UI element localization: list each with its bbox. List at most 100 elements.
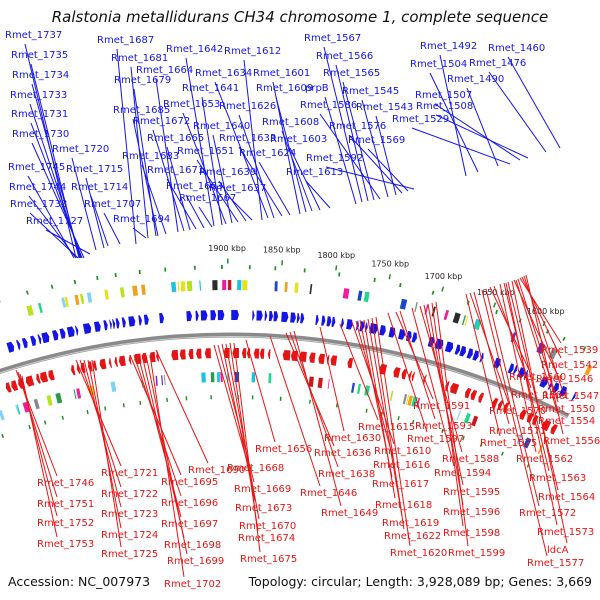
reverse-gene-label[interactable]: Rmet_1670 [239,521,296,532]
forward-gene-label[interactable]: Rmet_1641 [182,83,239,94]
forward-gene-label[interactable]: Rmet_1566 [316,51,373,62]
reverse-gene-label[interactable]: Rmet_1698 [164,540,221,551]
reverse-gene-label[interactable]: Rmet_1573 [537,527,594,538]
forward-gene-label[interactable]: Rmet_1667 [179,193,236,204]
reverse-gene-label[interactable]: Rmet_1649 [321,508,378,519]
forward-gene-label[interactable]: Rmet_1671 [147,165,204,176]
reverse-gene-label[interactable]: Rmet_1675 [240,554,297,565]
reverse-gene-label[interactable]: Rmet_1556 [543,436,600,447]
reverse-gene-label[interactable]: Rmet_1570 [489,406,546,417]
reverse-gene-label[interactable]: Rmet_1723 [101,509,158,520]
reverse-gene-label[interactable]: Rmet_1564 [538,492,595,503]
reverse-gene-label[interactable]: Rmet_1560 [509,372,566,383]
reverse-gene-label[interactable]: Rmet_1539 [541,345,598,356]
reverse-gene-label[interactable]: Rmet_1669 [234,484,291,495]
forward-gene-label[interactable]: Rmet_1715 [66,164,123,175]
reverse-gene-label[interactable]: Rmet_1751 [37,499,94,510]
reverse-gene-label[interactable]: Rmet_1594 [434,468,491,479]
forward-gene-label[interactable]: Rmet_1640 [193,121,250,132]
reverse-gene-label[interactable]: Rmet_1636 [314,448,371,459]
reverse-gene-label[interactable]: Rmet_1722 [101,489,158,500]
reverse-gene-label[interactable]: Rmet_1546 [536,374,593,385]
reverse-gene-label[interactable]: Rmet_1554 [538,416,595,427]
reverse-gene-label[interactable]: Rmet_1597 [407,434,464,445]
forward-gene-label[interactable]: Rmet_1744 [9,182,66,193]
forward-gene-label[interactable]: Rmet_1633 [219,133,276,144]
forward-gene-label[interactable]: Rmet_1714 [71,182,128,193]
forward-gene-label[interactable]: Rmet_1672 [133,116,190,127]
reverse-gene-label[interactable]: Rmet_1547 [542,391,599,402]
reverse-gene-label[interactable]: Rmet_1619 [382,518,439,529]
forward-gene-label[interactable]: Rmet_1687 [97,35,154,46]
forward-gene-label[interactable]: Rmet_1727 [26,216,83,227]
forward-gene-label[interactable]: Rmet_1738 [10,199,67,210]
forward-gene-label[interactable]: Rmet_1609 [256,83,313,94]
reverse-gene-label[interactable]: Rmet_1690 [188,465,245,476]
forward-gene-label[interactable]: Rmet_1745 [8,162,65,173]
forward-gene-label[interactable]: Rmet_1460 [488,43,545,54]
reverse-gene-label[interactable]: Rmet_1674 [238,533,295,544]
reverse-gene-label[interactable]: Rmet_1593 [415,421,472,432]
forward-gene-label[interactable]: Rmet_1681 [111,53,168,64]
reverse-gene-label[interactable]: Rmet_1542 [541,360,598,371]
forward-gene-label[interactable]: Rmet_1665 [147,133,204,144]
reverse-gene-label[interactable]: Rmet_1673 [235,503,292,514]
forward-gene-label[interactable]: Rmet_1507 [415,90,472,101]
forward-gene-label[interactable]: Rmet_1612 [224,46,281,57]
forward-gene-label[interactable]: Rmet_1639 [199,167,256,178]
reverse-gene-label[interactable]: Rmet_1616 [373,460,430,471]
forward-gene-label[interactable]: Rmet_1685 [113,105,170,116]
forward-gene-label[interactable]: Rmet_1624 [239,148,296,159]
reverse-gene-label[interactable]: Rmet_1646 [300,488,357,499]
forward-gene-label[interactable]: Rmet_1565 [323,68,380,79]
forward-gene-label[interactable]: Rmet_1637 [209,183,266,194]
forward-gene-label[interactable]: Rmet_1567 [304,33,361,44]
reverse-gene-label[interactable]: Rmet_1562 [516,454,573,465]
forward-gene-label[interactable]: Rmet_1626 [219,101,276,112]
forward-gene-label[interactable]: Rmet_1663 [166,181,223,192]
reverse-gene-label[interactable]: Rmet_1596 [443,507,500,518]
reverse-gene-label[interactable]: Rmet_1724 [101,530,158,541]
forward-gene-label[interactable]: Rmet_1603 [270,134,327,145]
reverse-gene-label[interactable]: Rmet_1577 [527,558,584,569]
forward-gene-label[interactable]: Rmet_1642 [166,44,223,55]
reverse-gene-label[interactable]: Rmet_1721 [101,468,158,479]
forward-gene-label[interactable]: Rmet_1694 [113,214,170,225]
forward-gene-label[interactable]: Rmet_1569 [348,135,405,146]
reverse-gene-label[interactable]: Rmet_1575 [480,438,537,449]
forward-gene-label[interactable]: Rmet_1720 [52,144,109,155]
forward-gene-label[interactable]: Rmet_1731 [11,109,68,120]
reverse-gene-label[interactable]: Rmet_1638 [318,469,375,480]
reverse-gene-label[interactable]: Rmet_1620 [390,548,447,559]
reverse-gene-label[interactable]: Rmet_1591 [413,401,470,412]
reverse-gene-label[interactable]: Rmet_1668 [227,463,284,474]
forward-gene-label[interactable]: Rmet_1733 [10,90,67,101]
forward-gene-label[interactable]: Rmet_1734 [12,70,69,81]
reverse-gene-label[interactable]: Rmet_1696 [161,498,218,509]
forward-gene-label[interactable]: Rmet_1653 [163,99,220,110]
forward-gene-label[interactable]: Rmet_1608 [262,117,319,128]
reverse-gene-label[interactable]: Rmet_1752 [37,518,94,529]
forward-gene-label[interactable]: Rmet_1634 [195,68,252,79]
forward-gene-label[interactable]: Rmet_1576 [329,121,386,132]
reverse-gene-label[interactable]: Rmet_1702 [164,579,221,590]
reverse-gene-label[interactable]: Rmet_1572 [519,508,576,519]
forward-gene-label[interactable]: Rmet_1586 [300,100,357,111]
forward-gene-label[interactable]: Rmet_1508 [416,101,473,112]
reverse-gene-label[interactable]: Rmet_1656 [255,444,312,455]
forward-gene-label[interactable]: Rmet_1707 [84,199,141,210]
forward-gene-label[interactable]: Rmet_1476 [469,58,526,69]
reverse-gene-label[interactable]: Rmet_1695 [161,477,218,488]
reverse-gene-label[interactable]: Rmet_1563 [529,473,586,484]
reverse-gene-label[interactable]: Rmet_1550 [538,404,595,415]
forward-gene-label[interactable]: Rmet_1737 [5,30,62,41]
forward-gene-label[interactable]: Rmet_1492 [420,41,477,52]
reverse-gene-label[interactable]: ldcA [547,545,569,556]
reverse-gene-label[interactable]: Rmet_1617 [372,479,429,490]
forward-gene-label[interactable]: Rmet_1504 [410,59,467,70]
reverse-gene-label[interactable]: Rmet_1699 [167,556,224,567]
forward-gene-label[interactable]: Rmet_1529 [392,114,449,125]
forward-gene-label[interactable]: Rmet_1592 [306,153,363,164]
forward-gene-label[interactable]: Rmet_1679 [114,75,171,86]
reverse-gene-label[interactable]: Rmet_1610 [374,446,431,457]
